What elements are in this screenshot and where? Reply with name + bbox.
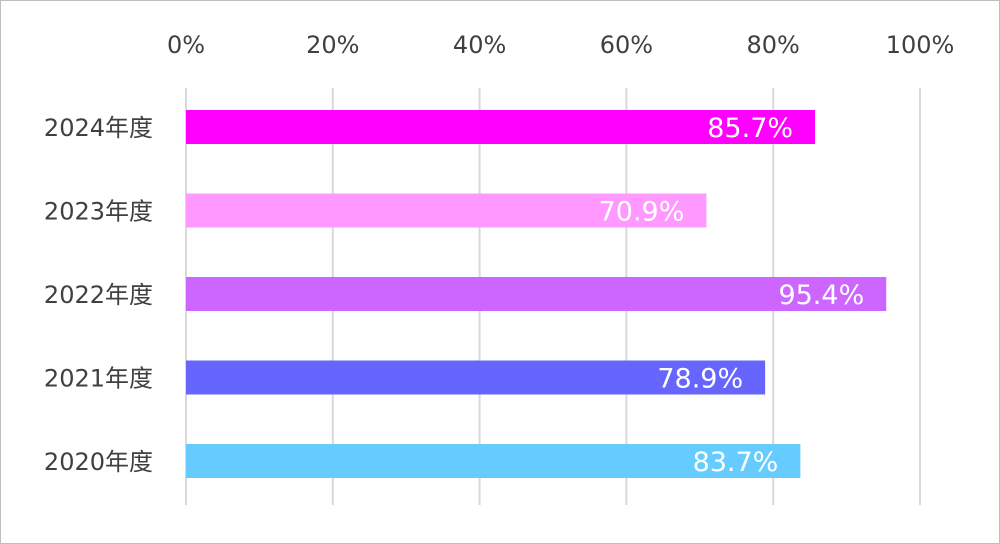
category-label: 2020年度 bbox=[44, 448, 153, 476]
bar bbox=[186, 444, 801, 478]
category-label: 2022年度 bbox=[44, 281, 153, 309]
bar bbox=[186, 277, 887, 311]
bars bbox=[186, 110, 887, 478]
category-label: 2024年度 bbox=[44, 114, 153, 142]
data-label: 78.9% bbox=[657, 364, 743, 395]
bar bbox=[186, 193, 707, 228]
category-label: 2021年度 bbox=[44, 365, 153, 393]
bar bbox=[186, 360, 766, 395]
x-axis-ticks: 0% 20% 40% 60% 80% 100% bbox=[167, 31, 954, 59]
x-tick-label: 60% bbox=[600, 31, 653, 59]
x-tick-label: 80% bbox=[747, 31, 800, 59]
x-tick-label: 0% bbox=[167, 31, 205, 59]
bar bbox=[186, 110, 816, 144]
x-tick-label: 20% bbox=[306, 31, 359, 59]
data-label: 95.4% bbox=[778, 280, 864, 311]
x-tick-label: 40% bbox=[453, 31, 506, 59]
category-label: 2023年度 bbox=[44, 198, 153, 226]
y-axis-categories: 2024年度 2023年度 2022年度 2021年度 2020年度 bbox=[44, 114, 153, 476]
data-label: 83.7% bbox=[693, 447, 779, 478]
data-labels: 85.7% 70.9% 95.4% 78.9% 83.7% bbox=[599, 113, 865, 478]
data-label: 70.9% bbox=[599, 197, 685, 228]
data-label: 85.7% bbox=[707, 113, 793, 144]
x-tick-label: 100% bbox=[886, 31, 955, 59]
